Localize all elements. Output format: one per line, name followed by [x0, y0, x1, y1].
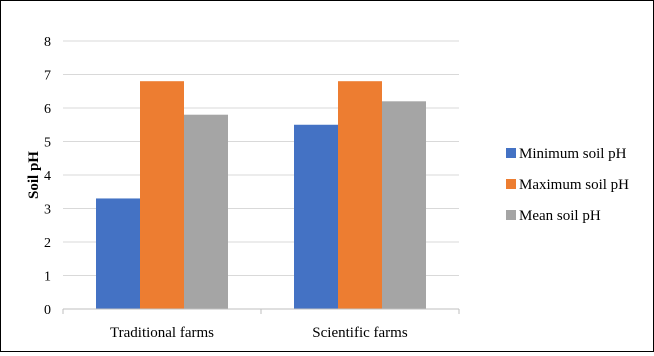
y-tick-label: 2: [44, 236, 51, 251]
y-tick-label: 3: [44, 203, 51, 218]
bar-mean: [382, 101, 426, 309]
y-tick-label: 6: [44, 102, 51, 117]
x-category-label: Scientific farms: [312, 325, 408, 341]
bar-minimum: [294, 124, 338, 309]
y-tick-label: 7: [44, 69, 51, 84]
bars: [96, 81, 426, 309]
bar-maximum: [140, 81, 184, 309]
y-tick-label: 5: [44, 136, 51, 151]
bar-minimum: [96, 198, 140, 309]
x-axis: [62, 308, 460, 314]
y-tick-label: 4: [44, 169, 51, 184]
x-axis-categories: Traditional farms Scientific farms: [110, 325, 408, 341]
y-tick-label: 1: [44, 270, 51, 285]
bar-maximum: [338, 81, 382, 309]
legend: Minimum soil pH Maximum soil pH Mean soil …: [506, 146, 629, 224]
y-tick-label: 8: [44, 35, 51, 50]
legend-label: Minimum soil pH: [519, 146, 627, 162]
legend-swatch: [506, 148, 516, 158]
legend-label: Mean soil pH: [519, 208, 601, 224]
x-category-label: Traditional farms: [110, 325, 214, 341]
legend-swatch: [506, 179, 516, 189]
y-tick-label: 0: [44, 303, 51, 318]
y-axis-ticks: 0 1 2 3 4 5 6 7 8: [44, 35, 51, 318]
y-axis-label: Soil pH: [26, 151, 42, 199]
bar-mean: [184, 114, 228, 309]
legend-label: Maximum soil pH: [519, 177, 629, 193]
legend-swatch: [506, 210, 516, 220]
